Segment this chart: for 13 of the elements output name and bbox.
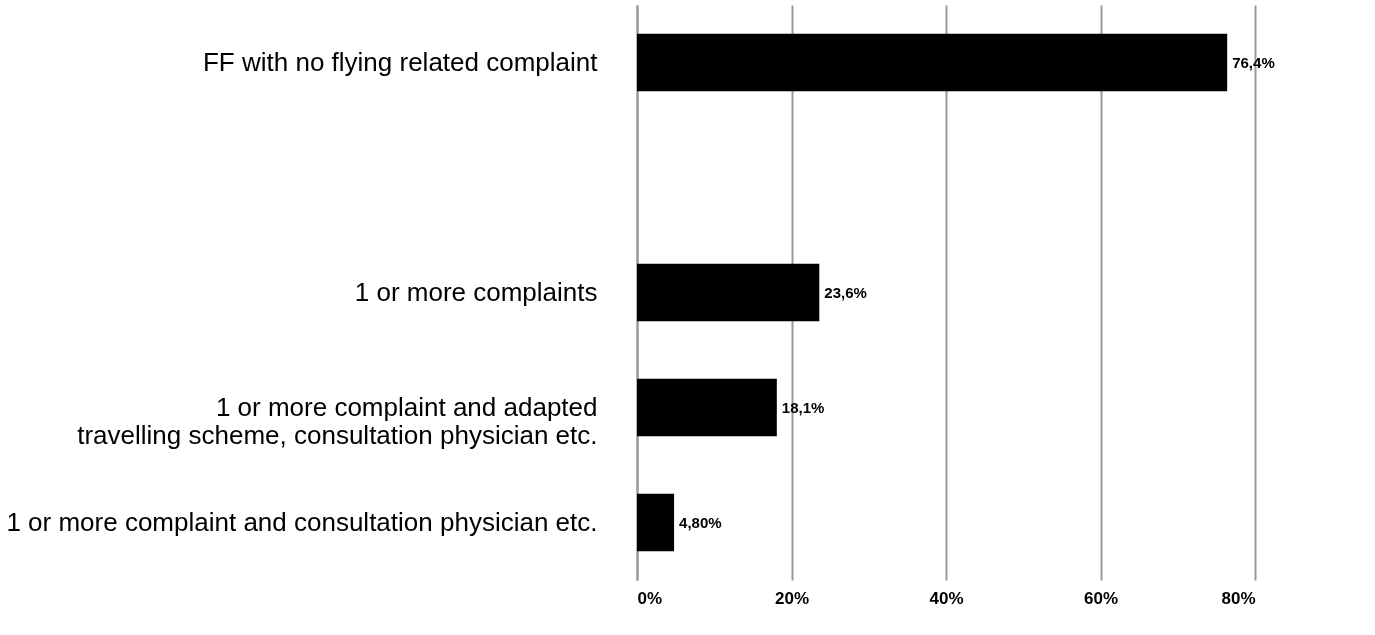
data-label: 23,6% — [824, 283, 867, 301]
x-tick-label: 0% — [637, 588, 663, 608]
y-tick-label: 1 or more complaint and consultation physician etc. — [6, 506, 598, 537]
data-label: 76,4% — [1232, 53, 1275, 71]
x-tick-label: 20% — [774, 588, 810, 608]
y-tick-label: 1 or more complaints — [354, 276, 598, 307]
data-label: 18,1% — [781, 398, 825, 416]
x-tick-label: 60% — [1083, 588, 1119, 608]
x-tick-label: 80% — [1221, 588, 1256, 608]
y-tick-label: FF with no flying related complaint — [202, 46, 599, 77]
data-label: 4,80% — [679, 513, 722, 531]
y-tick-label: 1 or more complaint and adapted travelling scheme, consultation physician etc. — [77, 391, 598, 450]
x-tick-label: 40% — [929, 588, 964, 608]
